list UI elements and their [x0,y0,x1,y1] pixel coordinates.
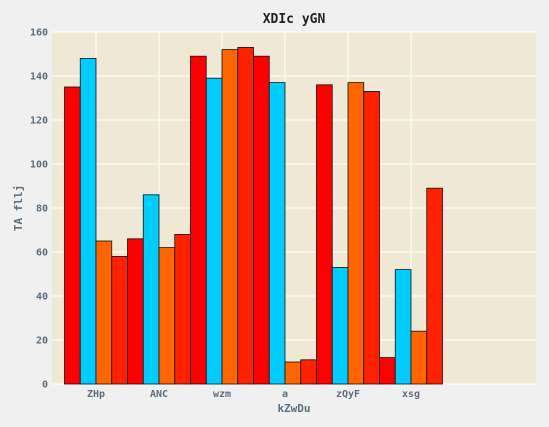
bar-wzm-s3 [221,49,239,385]
bar-xsg-s1 [379,357,396,385]
bar-ZHp-s3 [95,240,113,385]
x-tick-label: ZHp [87,389,105,400]
bar-a-s4 [300,359,317,385]
bar-a-s3 [284,361,302,385]
y-tick-label: 100 [30,160,48,171]
bar-ANC-s3 [158,247,176,385]
bar-zQyF-s2 [331,266,349,385]
bar-wzm-s2 [205,77,223,385]
y-axis-label: TA fllj [12,185,25,231]
y-tick-labels: 0 20 40 60 80 100 120 140 160 [30,28,48,391]
bar-ZHp-s4 [111,255,128,385]
bar-zQyF-s1 [316,84,333,385]
y-tick-label: 80 [36,204,48,215]
bar-xsg-s2 [394,269,412,385]
bar-zQyF-s4 [363,91,380,385]
x-tick-label: a [282,389,288,400]
x-tick-label: zQyF [336,389,360,400]
bar-ZHp-s2 [79,58,97,385]
bar-xsg-s4 [426,187,443,385]
bar-zQyF-s3 [347,82,365,385]
y-tick-label: 40 [36,292,48,303]
bar-xsg-s3 [410,330,428,385]
bar-ANC-s2 [142,194,160,385]
y-tick-label: 160 [30,28,48,39]
x-tick-label: xsg [402,389,420,400]
y-tick-label: 120 [30,116,48,127]
bars-group [64,47,443,385]
bar-a-s1 [253,55,270,385]
x-tick-labels: ZHp ANC wzm a zQyF xsg [87,389,420,400]
y-tick-label: 0 [42,380,48,391]
chart-title: XDIc yGN [263,12,326,27]
bar-wzm-s4 [237,47,254,385]
x-tick-label: ANC [150,389,168,400]
y-tick-label: 20 [36,336,48,347]
bar-wzm-s1 [190,55,207,385]
bar-a-s2 [268,82,286,385]
bar-ANC-s4 [174,233,191,385]
y-tick-label: 140 [30,72,48,83]
bar-ANC-s1 [127,238,144,385]
y-tick-label: 60 [36,248,48,259]
x-tick-label: wzm [213,389,231,400]
bar-ZHp-s1 [64,86,81,385]
x-axis-label: kZwDu [277,402,310,415]
